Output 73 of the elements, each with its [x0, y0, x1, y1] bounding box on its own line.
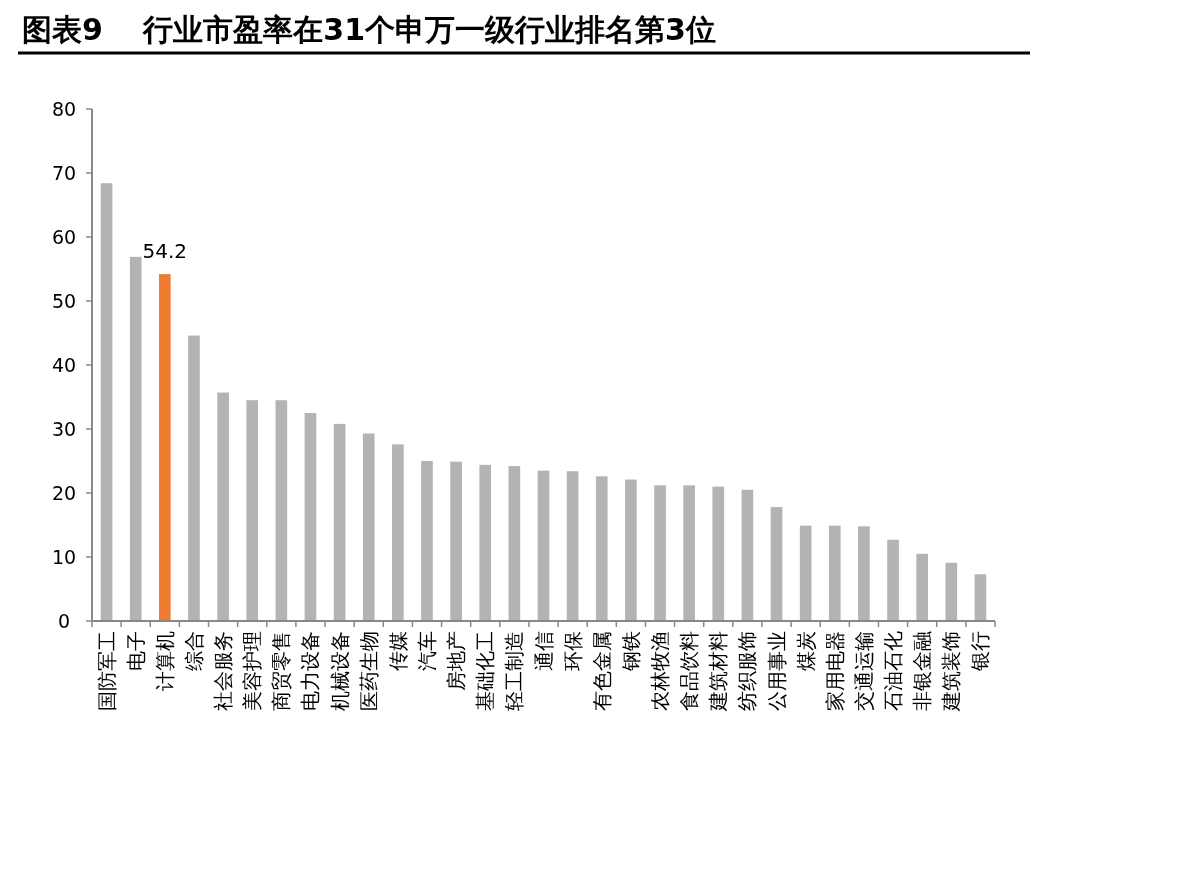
- x-tick-label: 公用事业: [764, 631, 789, 711]
- y-tick-label: 10: [51, 546, 77, 568]
- bar: [566, 471, 579, 621]
- data-label: 54.2: [142, 239, 188, 264]
- bar: [683, 485, 695, 621]
- bar: [188, 335, 200, 621]
- chart-title: 图表9 行业市盈率在31个申万一级行业排名第3位: [22, 12, 716, 47]
- x-tick-label: 环保: [560, 631, 585, 671]
- bar: [450, 461, 462, 621]
- y-tick-label: 20: [51, 482, 77, 504]
- bar: [304, 413, 317, 621]
- x-tick-label: 国防军工: [94, 631, 119, 711]
- x-tick-label: 传媒: [385, 631, 410, 671]
- x-tick-label: 电子: [123, 631, 148, 671]
- x-tick-label: 煤炭: [793, 631, 818, 671]
- bar: [799, 525, 812, 621]
- bar: [275, 400, 288, 621]
- x-tick-label: 农林牧渔: [648, 631, 673, 711]
- x-tick-label: 食品饮料: [677, 631, 702, 711]
- x-tick-label: 社会服务: [211, 631, 236, 711]
- x-tick-label: 有色金属: [589, 631, 614, 711]
- bar: [479, 464, 492, 621]
- bar: [217, 392, 229, 621]
- bar: [362, 433, 375, 621]
- bar: [654, 485, 666, 621]
- x-tick-label: 汽车: [414, 631, 439, 671]
- x-tick-label: 通信: [531, 631, 556, 671]
- bar: [537, 470, 550, 621]
- y-tick-label: 40: [51, 354, 77, 376]
- x-tick-label: 机械设备: [327, 631, 352, 711]
- y-tick-label: 70: [51, 162, 77, 184]
- bar: [887, 539, 899, 621]
- bar: [159, 274, 171, 621]
- x-tick-label: 电力设备: [298, 631, 323, 711]
- x-tick-label: 基础化工: [473, 631, 498, 711]
- y-tick-label: 30: [51, 418, 77, 440]
- bar: [712, 486, 725, 621]
- bar: [858, 526, 870, 621]
- bar: [421, 461, 433, 621]
- x-tick-label: 计算机: [152, 631, 177, 691]
- x-tick-label: 美容护理: [240, 631, 265, 711]
- bar: [246, 400, 259, 621]
- bar: [333, 423, 346, 621]
- x-tick-label: 商贸零售: [269, 631, 294, 711]
- x-tick-label: 综合: [181, 631, 206, 671]
- x-tick-label: 轻工制造: [502, 631, 527, 711]
- x-tick-label: 交通运输: [851, 631, 876, 711]
- x-tick-label: 银行: [968, 631, 993, 672]
- bar: [741, 489, 754, 621]
- x-tick-label: 非银金融: [910, 631, 935, 711]
- x-tick-label: 家用电器: [822, 631, 847, 711]
- x-tick-label: 医药生物: [356, 631, 381, 711]
- y-tick-label: 50: [51, 290, 77, 312]
- bar: [625, 479, 637, 621]
- y-tick-label: 80: [51, 98, 77, 120]
- x-tick-label: 建筑材料: [706, 631, 731, 712]
- bar: [974, 574, 987, 621]
- bar: [100, 183, 113, 621]
- bar: [770, 507, 783, 621]
- bar: [828, 525, 841, 621]
- x-tick-label: 石油石化: [881, 631, 906, 711]
- bar: [508, 466, 521, 621]
- x-tick-label: 钢铁: [618, 631, 643, 672]
- bar: [945, 562, 958, 621]
- bar: [916, 553, 928, 621]
- bar: [392, 444, 404, 621]
- x-tick-label: 纺织服饰: [735, 631, 760, 711]
- y-tick-label: 60: [51, 226, 77, 248]
- bar: [595, 476, 608, 621]
- bar: [129, 256, 142, 621]
- y-tick-label: 0: [57, 610, 71, 632]
- x-tick-label: 建筑装饰: [939, 631, 964, 712]
- x-tick-label: 房地产: [444, 631, 469, 691]
